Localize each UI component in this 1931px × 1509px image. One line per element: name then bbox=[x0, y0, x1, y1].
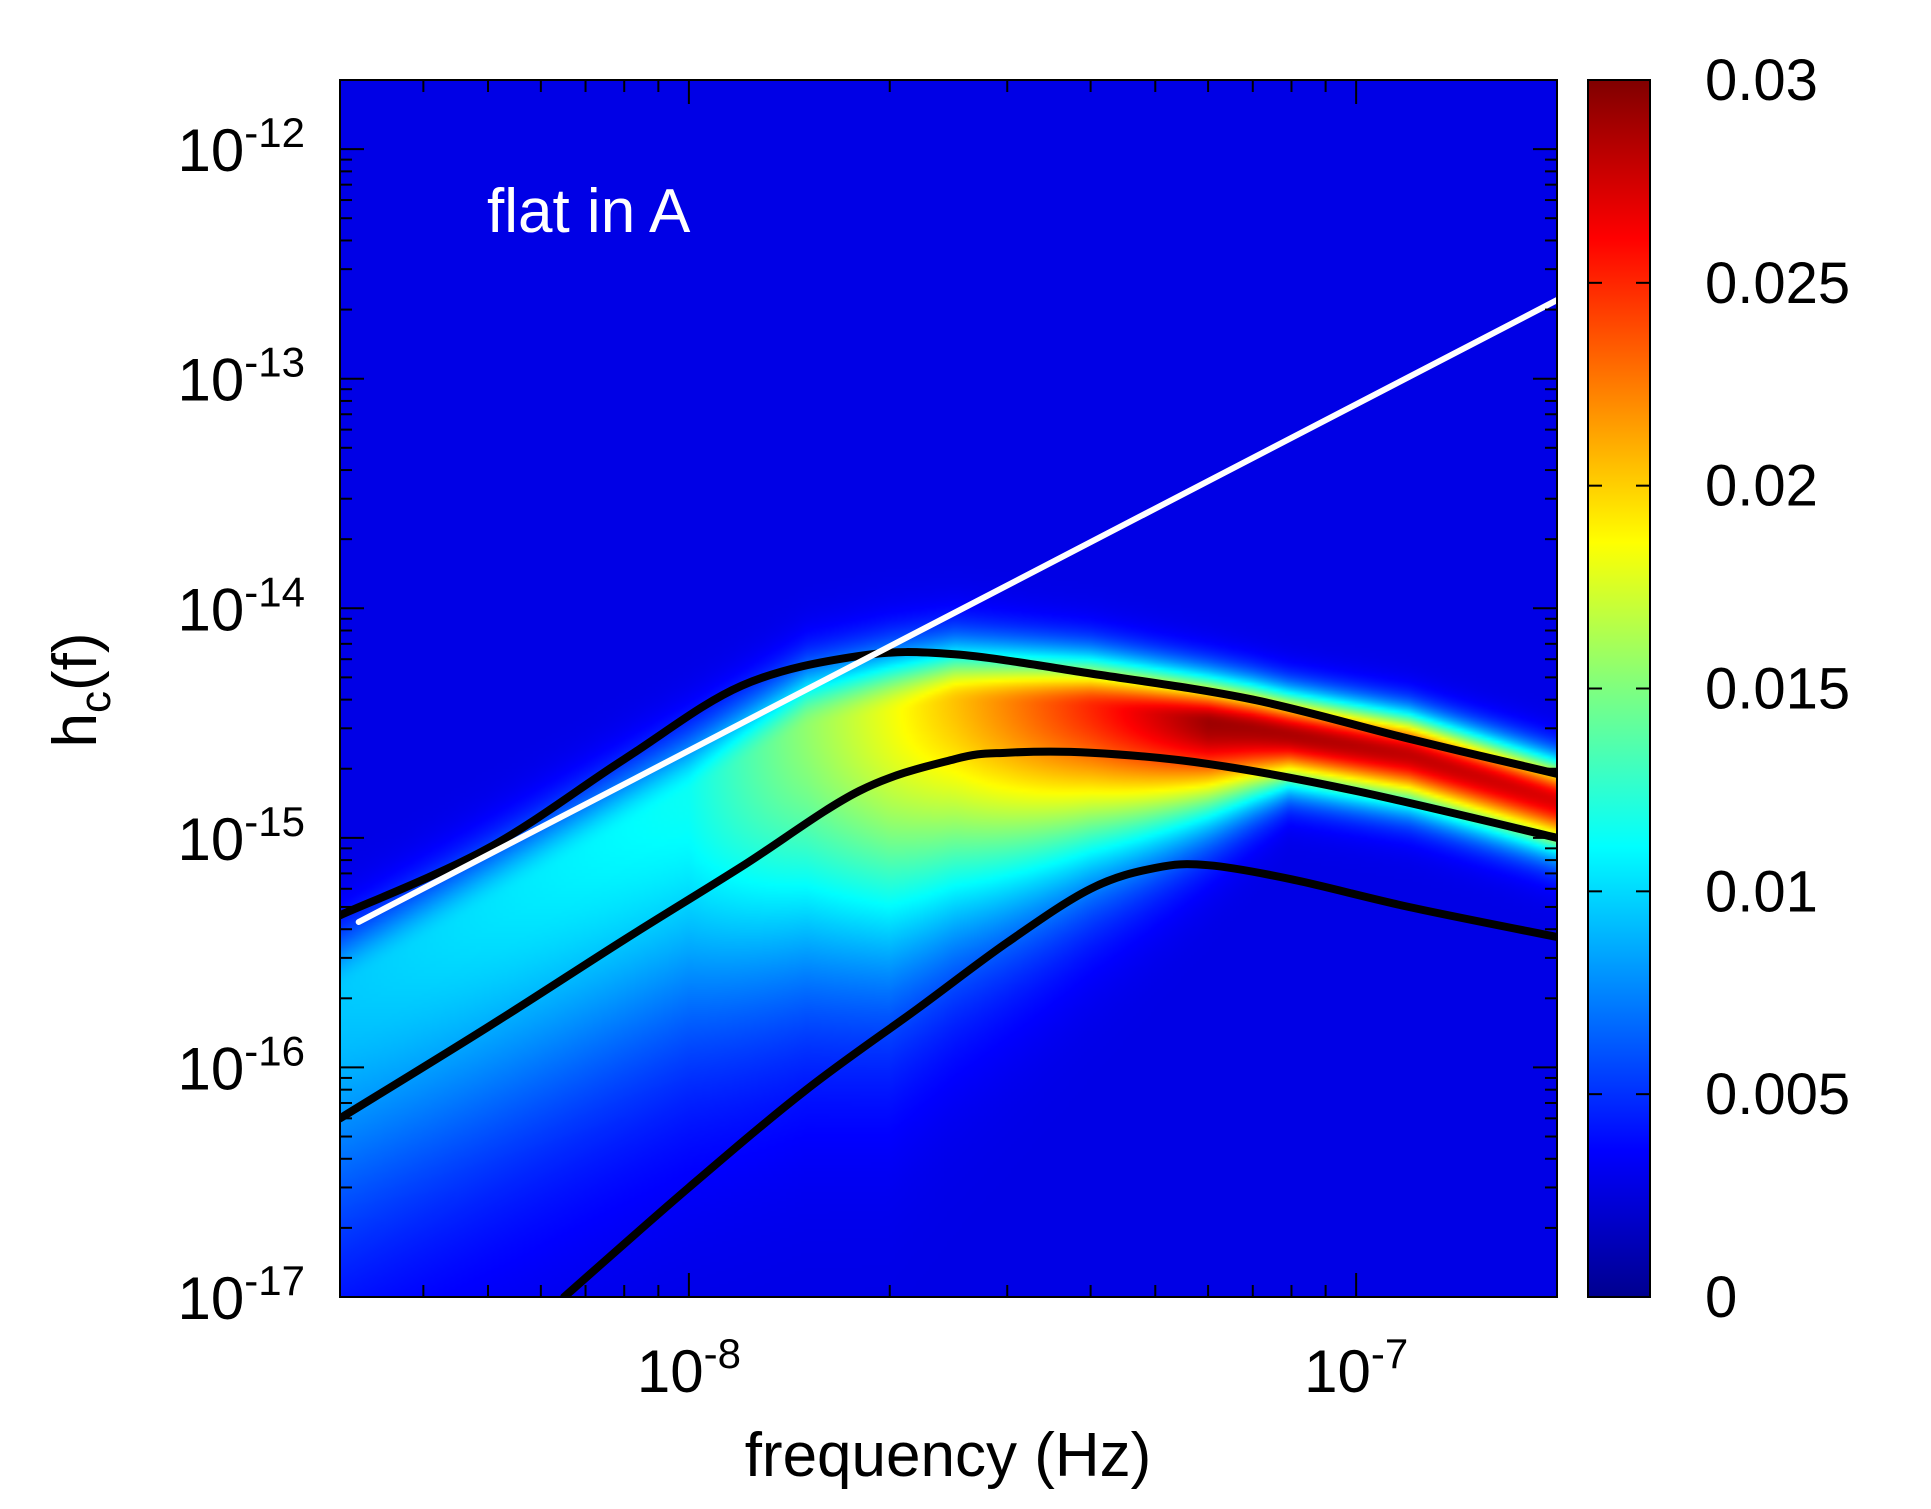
y-tick-label-base: 10 bbox=[178, 1265, 245, 1332]
heatmap-image bbox=[340, 80, 1557, 1297]
y-axis-label-tail: (f) bbox=[41, 632, 110, 691]
colorbar-tick-label: 0.02 bbox=[1705, 454, 1818, 519]
y-tick-label-base: 10 bbox=[178, 806, 245, 873]
y-tick-label-exp: -16 bbox=[244, 1027, 305, 1074]
y-tick-label-base: 10 bbox=[178, 347, 245, 414]
y-tick-label-base: 10 bbox=[178, 1035, 245, 1102]
x-tick-label-base: 10 bbox=[637, 1338, 704, 1405]
colorbar-tick-label: 0 bbox=[1705, 1265, 1737, 1330]
y-tick-label: 10-13 bbox=[178, 339, 305, 414]
series-line-power-law-line bbox=[355, 297, 1557, 925]
y-axis-label-main: h bbox=[41, 713, 110, 747]
y-tick-label: 10-12 bbox=[178, 109, 305, 184]
x-tick-label-exp: -7 bbox=[1371, 1330, 1408, 1377]
y-tick-label-base: 10 bbox=[178, 117, 245, 184]
y-tick-label-exp: -17 bbox=[244, 1257, 305, 1304]
colorbar-tick-label: 0.005 bbox=[1705, 1062, 1850, 1127]
plot-frame bbox=[339, 79, 1558, 1298]
x-tick-label: 10-7 bbox=[1304, 1330, 1408, 1405]
y-tick-label-exp: -14 bbox=[244, 568, 305, 615]
y-tick-label-exp: -13 bbox=[244, 339, 305, 386]
y-tick-label: 10-15 bbox=[178, 798, 305, 873]
colorbar-tick-label: 0.025 bbox=[1705, 251, 1850, 316]
series-line-median-contour bbox=[340, 747, 1557, 1123]
y-tick-label-base: 10 bbox=[178, 576, 245, 643]
y-tick-label: 10-14 bbox=[178, 568, 305, 643]
x-tick-label-exp: -8 bbox=[704, 1330, 741, 1377]
x-axis-label: frequency (Hz) bbox=[745, 1421, 1152, 1490]
annotation-text: flat in A bbox=[487, 177, 691, 246]
y-tick-label: 10-16 bbox=[178, 1027, 305, 1102]
colorbar-tick-label: 0.015 bbox=[1705, 657, 1850, 722]
y-tick-label-exp: -12 bbox=[244, 109, 305, 156]
x-tick-label-base: 10 bbox=[1304, 1338, 1371, 1405]
series-line-lower-contour bbox=[560, 860, 1557, 1297]
colorbar-tick-label: 0.03 bbox=[1705, 48, 1818, 113]
y-tick-label: 10-17 bbox=[178, 1257, 305, 1332]
colorbar-tick-label: 0.01 bbox=[1705, 859, 1818, 924]
series-line-upper-contour bbox=[340, 648, 1557, 920]
y-axis-label: hc(f) bbox=[41, 632, 120, 747]
x-tick-label: 10-8 bbox=[637, 1330, 741, 1405]
y-tick-label-exp: -15 bbox=[244, 798, 305, 845]
y-axis-label-sub: c bbox=[71, 691, 120, 713]
